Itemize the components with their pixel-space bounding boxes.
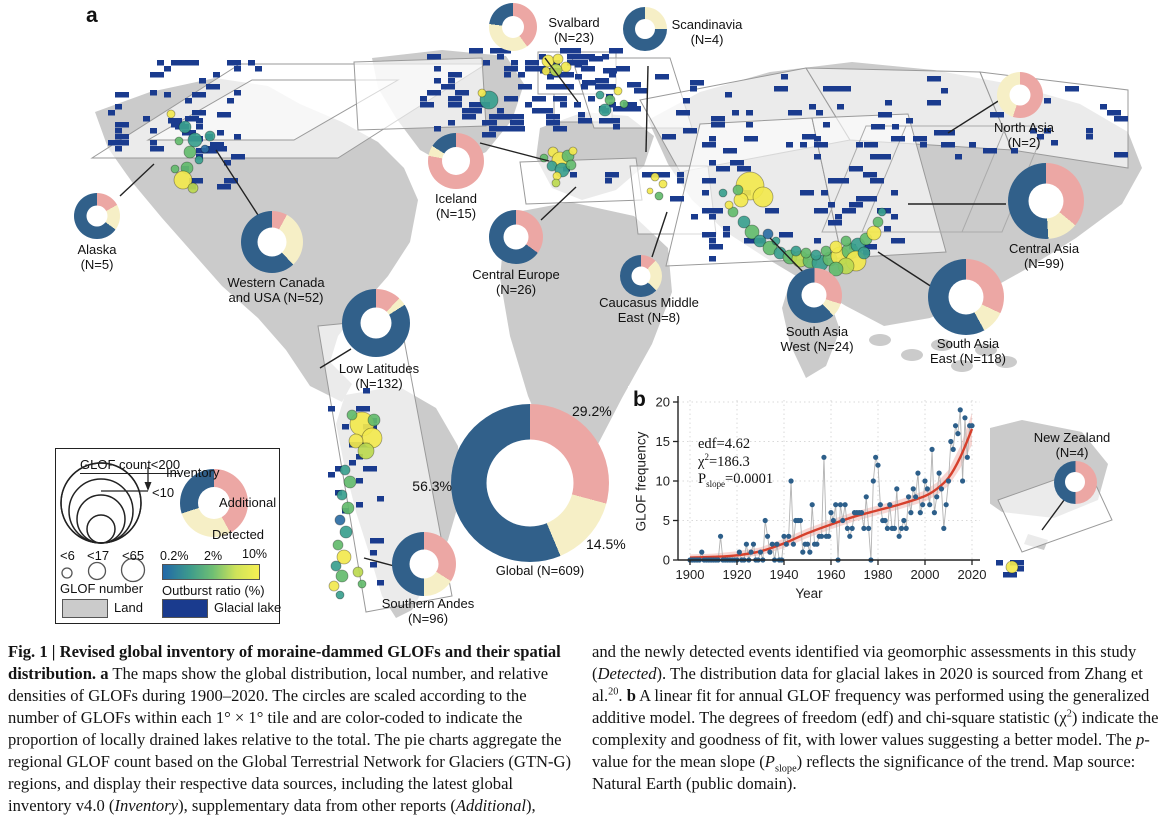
- donut-central-europe: [489, 210, 543, 264]
- label-alaska: Alaska (N=5): [77, 242, 117, 272]
- svg-text:1900: 1900: [676, 567, 705, 582]
- svg-text:15: 15: [656, 434, 670, 449]
- legend-size-title: GLOF count<200: [80, 457, 181, 474]
- svg-text:2000: 2000: [911, 567, 940, 582]
- label-south-asia-east: South Asia East (N=118): [930, 336, 1006, 366]
- inset-y-axis-label: GLOF frequency: [633, 431, 649, 532]
- inset-x-axis-label: Year: [795, 586, 823, 601]
- donut-southern-andes: [392, 532, 456, 596]
- label-southern-andes: Southern Andes (N=96): [381, 596, 475, 626]
- legend-ratio-tick-3: 10%: [242, 547, 268, 561]
- label-central-asia: Central Asia (N=99): [1008, 241, 1080, 271]
- svg-text:1980: 1980: [864, 567, 893, 582]
- legend-sample-donut: [180, 469, 248, 537]
- legend-land-label: Land: [114, 600, 143, 615]
- label-scandinavia: Scandinavia (N=4): [671, 17, 743, 47]
- donut-scandinavia: [623, 7, 667, 51]
- legend-count-tick-1: <6: [60, 548, 75, 563]
- legend-ratio-label: Outburst ratio (%): [162, 583, 265, 598]
- legend-count-tick-2: <17: [87, 548, 110, 563]
- global-inventory-pct: 56.3%: [412, 478, 452, 494]
- global-detected-pct: 14.5%: [586, 536, 626, 552]
- svg-text:0: 0: [663, 553, 670, 568]
- donut-caucasus: [620, 255, 662, 297]
- svg-text:2020: 2020: [958, 567, 987, 582]
- svg-text:1940: 1940: [770, 567, 799, 582]
- glacial-lake-pixels: [108, 48, 1128, 586]
- donut-central-asia: [1008, 163, 1084, 239]
- label-global: Global (N=609): [495, 563, 585, 578]
- glof-frequency-chart: 0 5 10 15 20 1900 1920 1940 1960 1980 2000 2020: [656, 395, 987, 583]
- world-map: [90, 48, 1142, 618]
- label-central-europe: Central Europe (N=26): [472, 267, 560, 297]
- label-south-asia-west: South Asia West (N=24): [780, 324, 854, 354]
- map-panel-a: a 29.2% 56.3% 14.5% GLOF count<200: [55, 3, 1142, 626]
- glacial-lake-swatch: [162, 599, 208, 618]
- land-swatch: [62, 599, 108, 618]
- svg-text:1920: 1920: [723, 567, 752, 582]
- legend-count-tick-3: <65: [122, 548, 145, 563]
- legend-lake-label: Glacial lake: [214, 600, 282, 615]
- legend-additional-label: Additional: [219, 495, 277, 510]
- panel-a-label: a: [86, 4, 98, 27]
- legend-count-label: GLOF number: [60, 581, 144, 596]
- donut-svalbard: [489, 3, 537, 51]
- tile-regions: [90, 51, 1129, 613]
- donut-north-asia: [997, 72, 1043, 118]
- outburst-ratio-colorbar: [162, 564, 260, 580]
- legend-size-circles: [60, 462, 152, 583]
- gam-fit-stats: edf=4.62 χ2=186.3 Pslope=0.0001: [698, 436, 774, 490]
- panel-b-inset: b 0 5 10 15 20 1900 1920 1940 1960 1980 2000 2020 e…: [628, 386, 990, 610]
- donut-new-zealand: [1053, 460, 1097, 504]
- panel-b-label: b: [633, 388, 646, 411]
- svg-text:10: 10: [656, 474, 670, 489]
- donut-global: [451, 404, 609, 562]
- label-svalbard: Svalbard (N=23): [548, 15, 600, 45]
- legend-ratio-tick-1: 0.2%: [160, 549, 189, 563]
- legend-detected-label: Detected: [212, 527, 265, 542]
- legend-inventory-label: Inventory: [166, 465, 220, 480]
- label-low-latitudes: Low Latitudes (N=132): [338, 361, 420, 391]
- legend-ratio-tick-2: 2%: [204, 549, 223, 563]
- donut-alaska: [74, 193, 120, 239]
- svg-text:5: 5: [663, 513, 670, 528]
- caption-left-column: Fig. 1 | Revised global inventory of mor…: [8, 642, 572, 816]
- svg-text:1960: 1960: [817, 567, 846, 582]
- label-new-zealand: New Zealand (N=4): [1033, 430, 1111, 460]
- donut-western-canada: [241, 211, 303, 273]
- map-legend: GLOF count<200: [55, 448, 282, 624]
- donut-south-asia-east: [928, 259, 1004, 335]
- donut-iceland: [428, 133, 484, 189]
- donut-low-latitudes: [342, 289, 410, 357]
- label-north-asia: North Asia (N=2): [994, 120, 1054, 150]
- label-iceland: Iceland (N=15): [435, 191, 477, 221]
- legend-size-min: <10: [152, 485, 175, 500]
- svg-text:20: 20: [656, 395, 670, 410]
- donut-south-asia-west: [786, 267, 842, 323]
- global-additional-pct: 29.2%: [572, 403, 612, 419]
- label-caucasus: Caucasus Middle East (N=8): [599, 295, 699, 325]
- caption-right-column: and the newly detected events identified…: [592, 642, 1159, 794]
- label-western-canada: Western Canada and USA (N=52): [227, 275, 325, 305]
